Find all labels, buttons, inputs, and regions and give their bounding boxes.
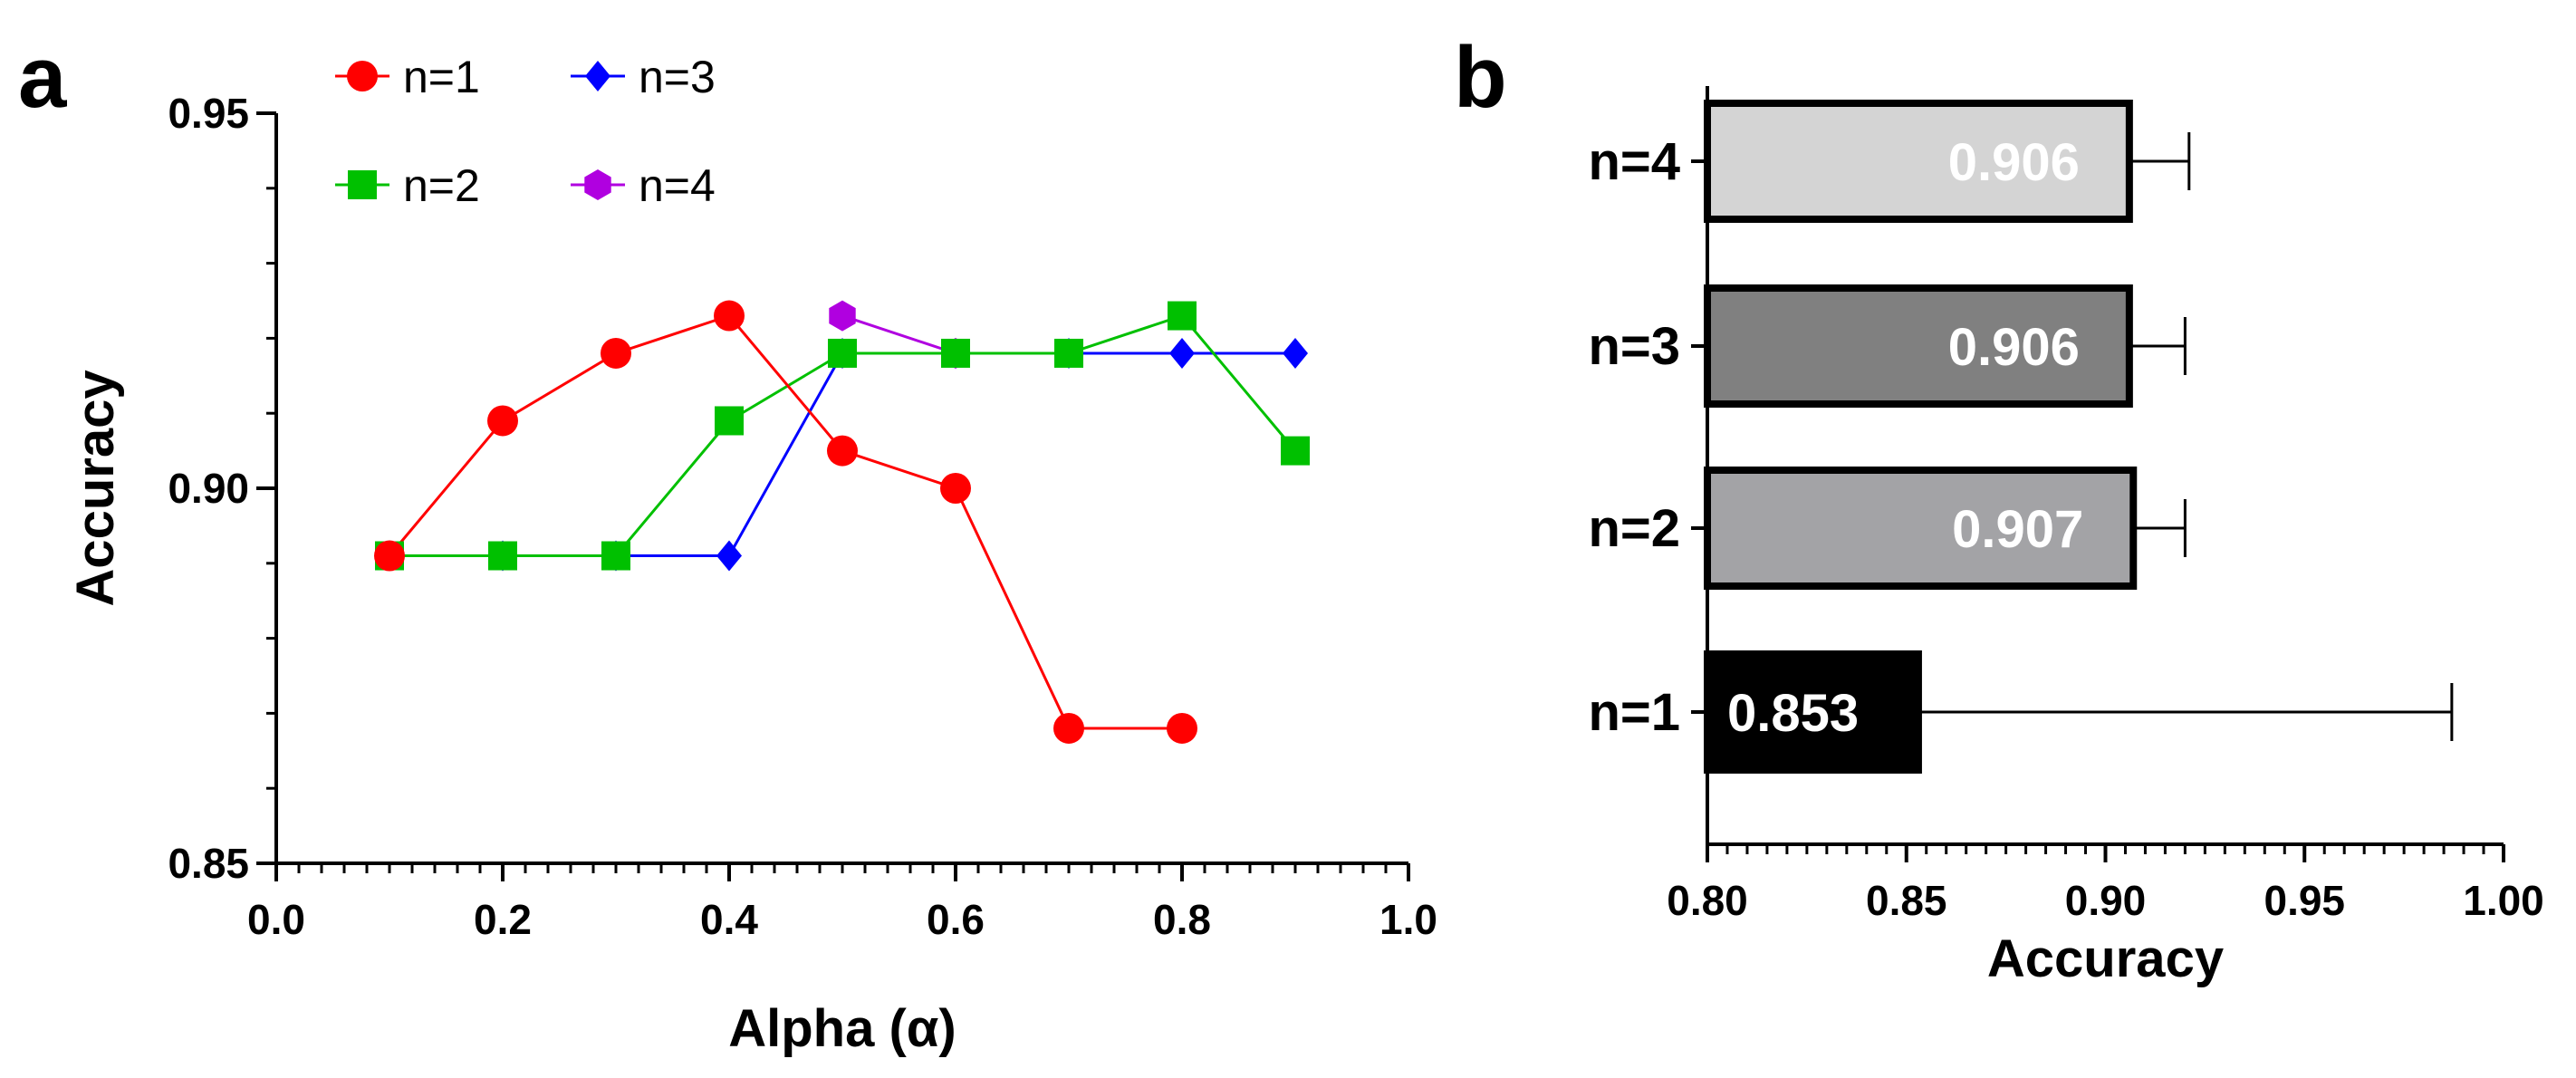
x-tick-label: 0.90 (2065, 877, 2147, 924)
bar-n=3 (1704, 284, 2133, 408)
data-point-n=2 (828, 338, 857, 368)
bar-value-label: 0.906 (1948, 318, 2080, 377)
y-tick-label: 0.90 (168, 465, 249, 512)
x-axis-title: Alpha (α) (728, 999, 956, 1058)
bar-value-label: 0.907 (1952, 500, 2083, 559)
data-point-n=3 (1169, 337, 1195, 369)
data-point-n=1 (1167, 712, 1197, 744)
data-point-n=2 (601, 541, 630, 571)
category-label: n=4 (1588, 132, 1680, 191)
legend-label: n=4 (639, 160, 716, 211)
x-tick-label: 0.6 (927, 896, 985, 943)
bar-value-label: 0.853 (1727, 684, 1859, 743)
legend-marker (585, 61, 610, 91)
panel-label-b: b (1454, 29, 1507, 126)
category-label: n=3 (1588, 317, 1680, 376)
x-tick-label: 0.0 (247, 896, 305, 943)
data-point-n=2 (1281, 436, 1310, 466)
bar-n=1 (1704, 650, 1922, 774)
series-line-n=4 (841, 314, 956, 355)
data-point-n=3 (1283, 337, 1308, 369)
x-tick-label: 1.0 (1379, 896, 1437, 943)
data-point-n=1 (374, 540, 405, 572)
series-line-n=1 (388, 313, 1182, 730)
y-tick-label: 0.95 (168, 90, 249, 137)
y-axis-title: Accuracy (66, 370, 125, 606)
data-point-n=1 (940, 473, 971, 504)
data-point-n=2 (715, 406, 744, 436)
legend-label: n=1 (403, 52, 480, 102)
legend-label: n=3 (639, 52, 716, 102)
x-tick-label: 0.4 (700, 896, 758, 943)
data-point-n=2 (1054, 338, 1083, 368)
data-point-n=1 (714, 300, 745, 332)
panel-label-a: a (18, 29, 67, 126)
data-point-n=2 (941, 338, 970, 368)
line-chart: 0.0 0.2 0.4 0.6 0.8 1.0 0.85 0.90 0.95 Alpha (α) A… (66, 52, 1437, 1058)
x-tick-label: 1.00 (2463, 877, 2544, 924)
bar-n=2 (1704, 467, 2138, 590)
x-tick-label: 0.85 (1866, 877, 1947, 924)
x-axis-title: Accuracy (1987, 929, 2224, 988)
data-point-n=2 (1168, 301, 1197, 331)
bar-n=4 (1704, 100, 2133, 223)
data-point-n=1 (487, 405, 518, 437)
data-point-n=2 (488, 541, 517, 571)
bar-chart: 0.80 0.85 0.90 0.95 1.00 Accuracy n=4 0.906 n=3 0… (1588, 86, 2544, 988)
y-tick-label: 0.85 (168, 840, 249, 887)
data-point-n=1 (601, 337, 631, 369)
data-point-n=4 (829, 300, 856, 332)
data-point-n=3 (716, 540, 742, 572)
x-tick-label: 0.2 (474, 896, 532, 943)
category-label: n=1 (1588, 683, 1680, 742)
legend-marker (347, 61, 378, 91)
legend-label: n=2 (403, 160, 480, 211)
x-tick-label: 0.8 (1153, 896, 1211, 943)
bar-value-label: 0.906 (1948, 133, 2080, 192)
x-tick-label: 0.95 (2264, 877, 2345, 924)
x-tick-label: 0.80 (1667, 877, 1748, 924)
data-point-n=1 (827, 435, 858, 467)
category-label: n=2 (1588, 499, 1680, 558)
legend-marker (348, 170, 377, 199)
data-point-n=1 (1053, 712, 1084, 744)
legend-marker (584, 169, 611, 200)
